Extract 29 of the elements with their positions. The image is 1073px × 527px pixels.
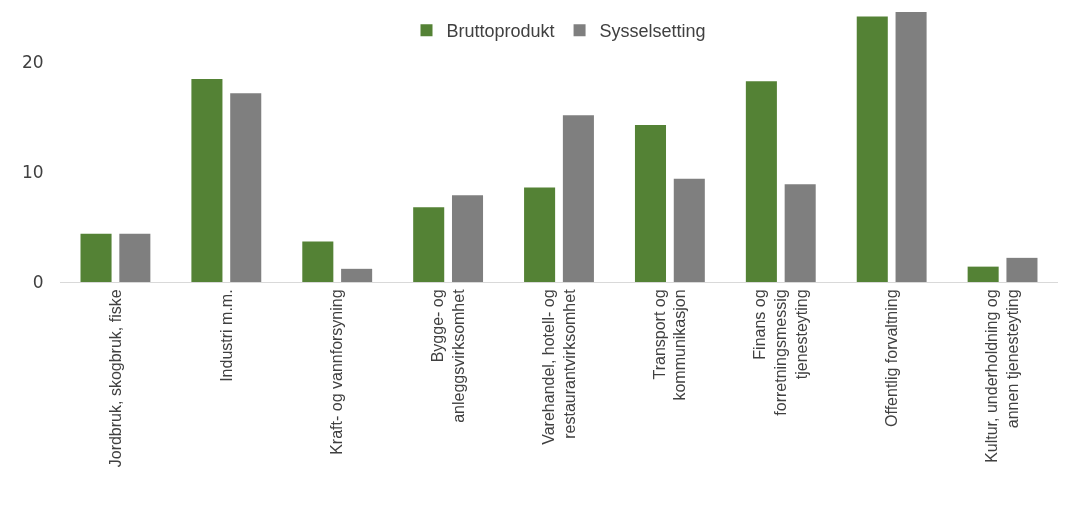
bar [191,78,223,282]
x-tick-label: Kraft- og vannforsyning [328,289,346,455]
bar [230,93,262,282]
bar [341,268,373,282]
bar [562,115,594,282]
bar [895,12,927,282]
bar [413,207,445,282]
x-tick-label: Industri m.m. [217,289,235,382]
bar [451,195,484,282]
x-tick-label: Bygge- og anleggsvirksomhet [428,288,467,423]
bar [856,16,888,282]
bar [745,81,777,282]
legend-label: Bruttoprodukt [446,21,555,42]
bar [80,233,112,282]
y-tick-label: 0 [32,271,44,292]
x-tick-label: Offentlig forvaltning [882,289,900,427]
bar [784,184,816,282]
bar [634,125,667,282]
bar [967,266,999,282]
bar [673,178,705,282]
bar [119,233,151,282]
bar [524,187,556,282]
x-tick-label: Kultur, underholdning og annen tjenesteyting [983,289,1022,463]
x-tick-label: Jordbruk, skogbruk, fiske [106,289,124,468]
legend-label: Sysselsetting [599,21,706,42]
bar [1006,257,1038,282]
y-tick-label: 20 [21,52,44,73]
y-tick-label: 10 [21,162,44,183]
bar [302,241,334,282]
